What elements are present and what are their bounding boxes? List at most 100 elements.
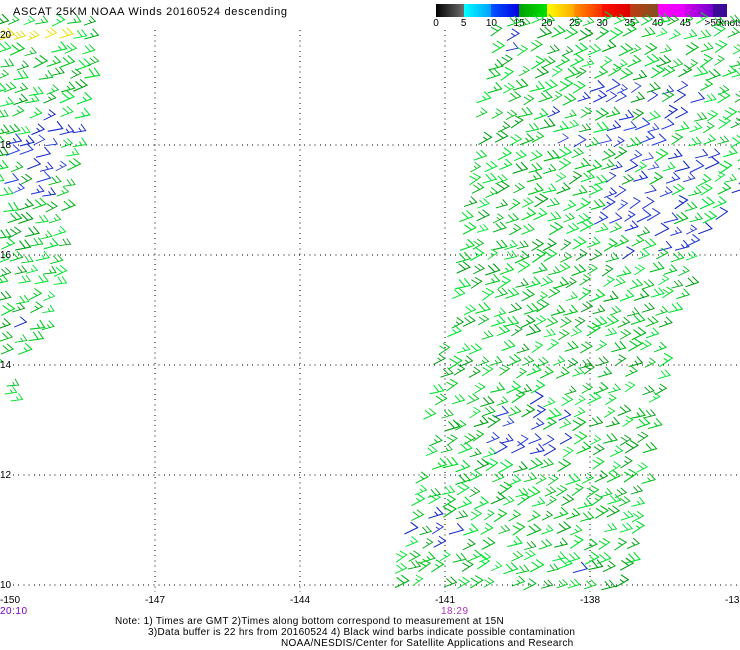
wind-barb [469, 172, 482, 186]
wind-barb [512, 461, 528, 473]
wind-barb [29, 237, 44, 247]
wind-barb [493, 441, 508, 455]
wind-barb [452, 394, 466, 405]
wind-barb [485, 458, 499, 472]
wind-barb [644, 42, 658, 55]
wind-barb [439, 550, 451, 562]
wind-barb [61, 138, 73, 148]
wind-barb [477, 198, 490, 209]
wind-barb [655, 148, 669, 162]
wind-barb [641, 279, 655, 290]
wind-barb [19, 173, 33, 186]
wind-barb [534, 315, 547, 326]
wind-barb [542, 434, 555, 446]
wind-barb [593, 121, 609, 133]
wind-barb [456, 482, 470, 496]
wind-barb [462, 315, 476, 327]
wind-barb [443, 576, 458, 588]
wind-barb [520, 314, 536, 329]
wind-barb [631, 520, 645, 534]
wind-barb [636, 209, 652, 223]
wind-barb [530, 379, 546, 394]
wind-barb [454, 277, 471, 290]
wind-barb [411, 493, 426, 507]
wind-barb [18, 211, 34, 224]
lat-tick-label: 20 [0, 30, 12, 41]
wind-barb [52, 66, 65, 76]
wind-barb [0, 69, 10, 80]
wind-barb [548, 221, 564, 236]
wind-barb [429, 383, 445, 395]
wind-barb [434, 393, 448, 406]
wind-barb [473, 149, 488, 161]
colorbar-tick-label: 15 [513, 18, 525, 29]
wind-barb [433, 535, 447, 548]
wind-barb [572, 80, 586, 94]
wind-barb [595, 222, 609, 233]
wind-barb [517, 106, 533, 118]
wind-barb [504, 250, 518, 260]
wind-barb [699, 196, 715, 210]
wind-barb [415, 471, 429, 484]
wind-barb [558, 262, 571, 274]
wind-barb [572, 561, 588, 574]
wind-barb [621, 174, 634, 185]
colorbar-tick-label: 25 [568, 18, 581, 29]
wind-barb [551, 25, 566, 38]
wind-barb [30, 184, 45, 195]
wind-barb [648, 391, 661, 403]
gridlines [13, 30, 740, 592]
wind-barb [28, 330, 44, 342]
wind-barb [685, 42, 699, 56]
wind-barb [559, 418, 572, 429]
wind-barb [659, 352, 674, 368]
wind-barb [603, 290, 619, 302]
wind-barb [486, 68, 501, 80]
lon-tick-label: -138 [579, 595, 600, 606]
wind-barb [533, 108, 549, 120]
wind-barb [468, 366, 481, 378]
wind-barb [558, 158, 572, 171]
wind-barb [9, 42, 25, 56]
wind-barb [13, 316, 28, 328]
wind-barb [540, 276, 554, 287]
wind-barb [12, 302, 26, 313]
wind-barb [659, 186, 673, 198]
wind-barb [39, 161, 54, 172]
wind-barb [499, 364, 511, 376]
wind-barb [634, 264, 646, 276]
wind-barb [492, 221, 507, 233]
wind-barb [0, 331, 13, 342]
wind-barb [50, 254, 64, 265]
wind-barb [641, 152, 654, 162]
wind-barb [46, 84, 60, 95]
wind-barb [441, 409, 454, 419]
wind-barb [558, 409, 572, 421]
wind-barb [531, 340, 544, 354]
wind-barb [15, 239, 32, 251]
wind-barb [0, 109, 9, 119]
wind-barb [525, 276, 541, 289]
wind-barb [644, 357, 656, 368]
wind-barb [717, 90, 731, 104]
wind-barb [631, 234, 645, 247]
wind-barb [614, 146, 628, 160]
wind-barb [70, 68, 82, 79]
wind-barb [526, 323, 542, 336]
wind-barb [492, 239, 508, 251]
wind-barb [671, 132, 683, 145]
wind-barb [395, 550, 408, 563]
wind-barb [547, 44, 560, 55]
wind-barb [24, 226, 40, 238]
wind-barb [484, 160, 498, 173]
wind-barb [619, 67, 633, 80]
wind-barb [620, 456, 633, 469]
wind-barb [556, 54, 570, 68]
wind-barb [618, 109, 635, 121]
wind-barb [608, 461, 621, 473]
wind-barb [494, 130, 509, 143]
wind-barb [661, 89, 675, 103]
wind-barb [683, 29, 698, 40]
wind-barb [41, 320, 55, 331]
wind-barb [476, 91, 492, 104]
